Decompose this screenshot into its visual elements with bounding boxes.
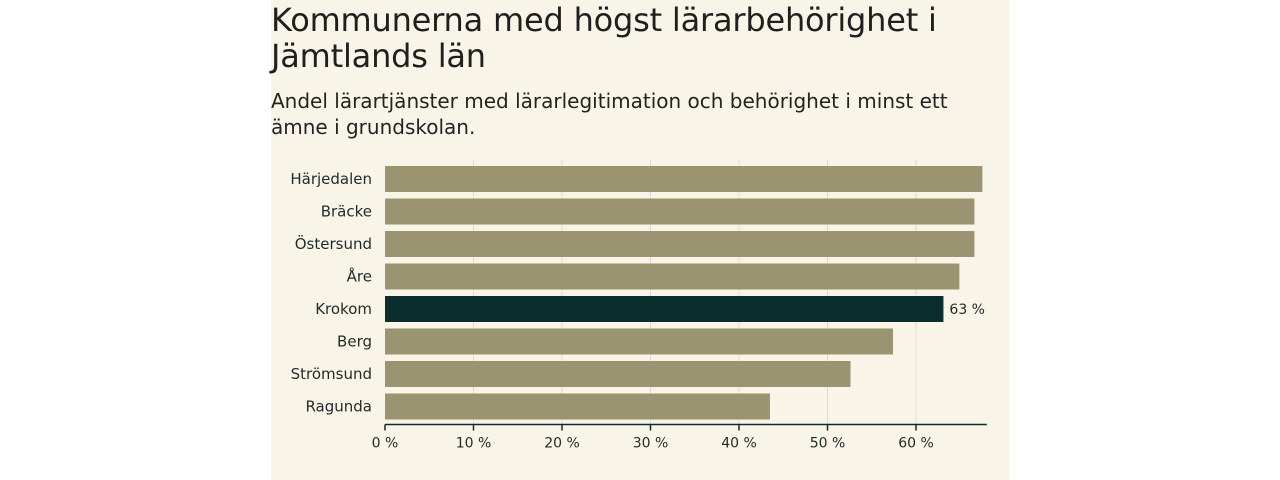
- bar: [385, 231, 975, 257]
- category-label: Bräcke: [321, 203, 372, 221]
- category-label: Ragunda: [305, 398, 372, 416]
- bar: [385, 198, 975, 225]
- bar: [385, 328, 893, 355]
- x-tick-label: 50 %: [810, 436, 846, 452]
- category-label: Östersund: [295, 234, 372, 253]
- chart-title: Kommunerna med högst lärarbehörighet i J…: [271, 1, 937, 75]
- x-tick-label: 60 %: [898, 436, 934, 452]
- bar: [385, 393, 770, 420]
- bar: [385, 263, 960, 290]
- category-label: Strömsund: [291, 365, 372, 383]
- x-tick-label: 0 %: [372, 436, 399, 452]
- x-tick-label: 30 %: [633, 436, 669, 452]
- x-tick-label: 40 %: [721, 436, 757, 452]
- category-label: Härjedalen: [290, 170, 372, 188]
- data-label: 63 %: [949, 302, 985, 318]
- bar: [385, 361, 851, 387]
- category-label: Krokom: [315, 300, 372, 318]
- bar: [385, 166, 983, 192]
- x-tick-label: 20 %: [544, 436, 580, 452]
- category-label: Åre: [347, 267, 372, 286]
- category-label: Berg: [337, 333, 372, 351]
- bar: [385, 296, 944, 322]
- x-tick-label: 10 %: [456, 436, 492, 452]
- chart-subtitle: Andel lärartjänster med lärarlegitimatio…: [271, 89, 948, 139]
